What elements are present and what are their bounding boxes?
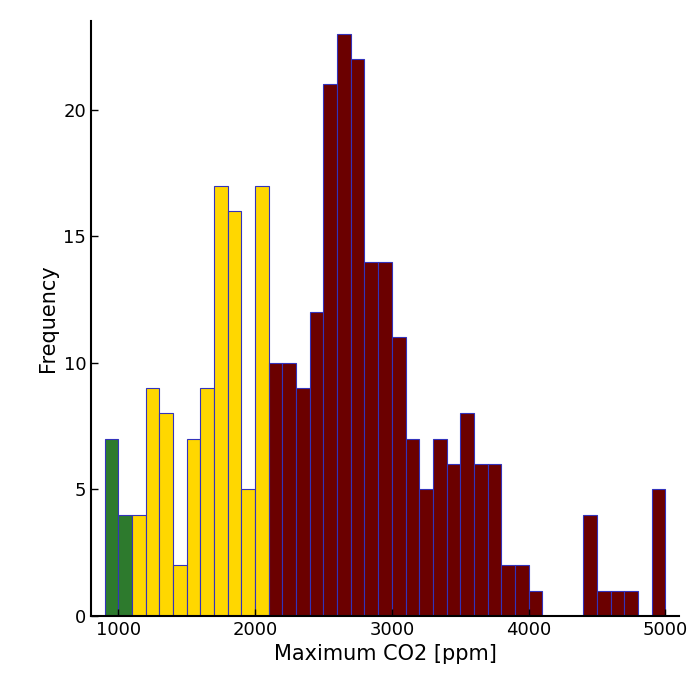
Bar — [474, 464, 488, 616]
Bar — [160, 414, 173, 616]
Bar — [433, 439, 447, 616]
Bar — [378, 262, 392, 616]
Bar — [337, 34, 351, 616]
Bar — [528, 591, 542, 616]
Bar — [214, 186, 228, 616]
Bar — [365, 262, 378, 616]
Bar — [282, 363, 296, 616]
Bar — [118, 514, 132, 616]
Bar — [405, 439, 419, 616]
Bar — [173, 566, 187, 616]
Bar — [624, 591, 638, 616]
X-axis label: Maximum CO2 [ppm]: Maximum CO2 [ppm] — [274, 645, 496, 664]
Bar — [132, 514, 146, 616]
Bar — [419, 489, 433, 616]
Bar — [610, 591, 624, 616]
Bar — [255, 186, 269, 616]
Y-axis label: Frequency: Frequency — [38, 265, 57, 372]
Bar — [583, 514, 597, 616]
Bar — [200, 388, 214, 616]
Bar — [241, 489, 255, 616]
Bar — [323, 84, 337, 616]
Bar — [228, 211, 241, 616]
Bar — [146, 388, 160, 616]
Bar — [187, 439, 200, 616]
Bar — [460, 414, 474, 616]
Bar — [310, 312, 323, 616]
Bar — [269, 363, 282, 616]
Bar — [515, 566, 528, 616]
Bar — [447, 464, 460, 616]
Bar — [652, 489, 665, 616]
Bar — [351, 59, 365, 616]
Bar — [501, 566, 515, 616]
Bar — [597, 591, 610, 616]
Bar — [105, 439, 118, 616]
Bar — [296, 388, 310, 616]
Bar — [488, 464, 501, 616]
Bar — [392, 337, 405, 616]
